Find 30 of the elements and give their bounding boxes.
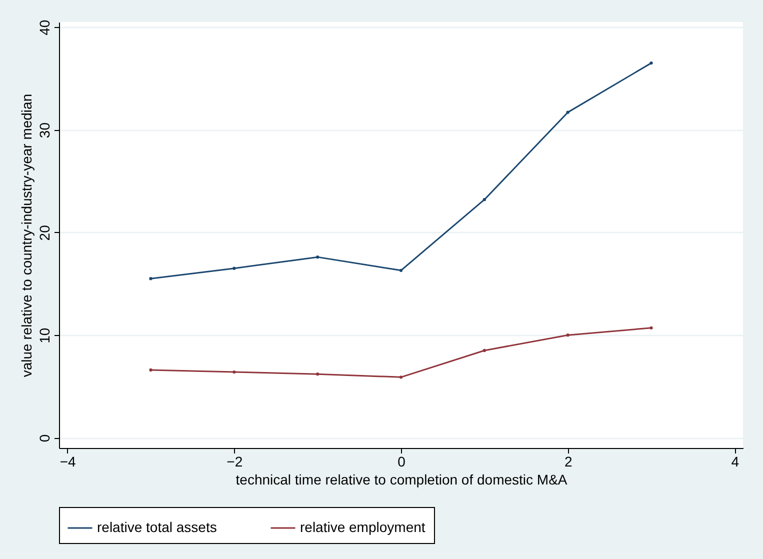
point: [399, 376, 403, 379]
point: [566, 334, 570, 337]
y-tick-label: 40: [36, 20, 52, 36]
x-tick-label: 4: [731, 454, 740, 470]
line-series: [149, 326, 653, 379]
point: [316, 255, 320, 259]
point: [566, 110, 570, 114]
x-tick-label: 2: [564, 454, 572, 470]
y-tick-label: 30: [36, 122, 52, 138]
point: [232, 370, 236, 374]
x-tick-label: −4: [60, 454, 76, 470]
legend-label: relative employment: [300, 519, 426, 535]
line-series: [149, 61, 653, 280]
legend-label: relative total assets: [97, 519, 217, 535]
y-axis-title: value relative to country-industry-year median: [18, 94, 34, 378]
point: [399, 268, 403, 272]
y-tick-label: 10: [36, 328, 52, 344]
point: [482, 198, 486, 202]
point: [482, 348, 486, 352]
point: [316, 372, 320, 376]
point: [232, 266, 236, 270]
point: [149, 368, 152, 372]
point: [149, 277, 152, 280]
point: [650, 61, 653, 65]
y-tick-label: 0: [36, 434, 52, 442]
y-tick-label: 20: [36, 224, 52, 241]
x-tick-label: −2: [226, 454, 243, 470]
x-axis-title: technical time relative to completion of domestic M&A: [236, 472, 568, 488]
point: [650, 326, 653, 330]
x-tick-label: 0: [398, 454, 406, 470]
